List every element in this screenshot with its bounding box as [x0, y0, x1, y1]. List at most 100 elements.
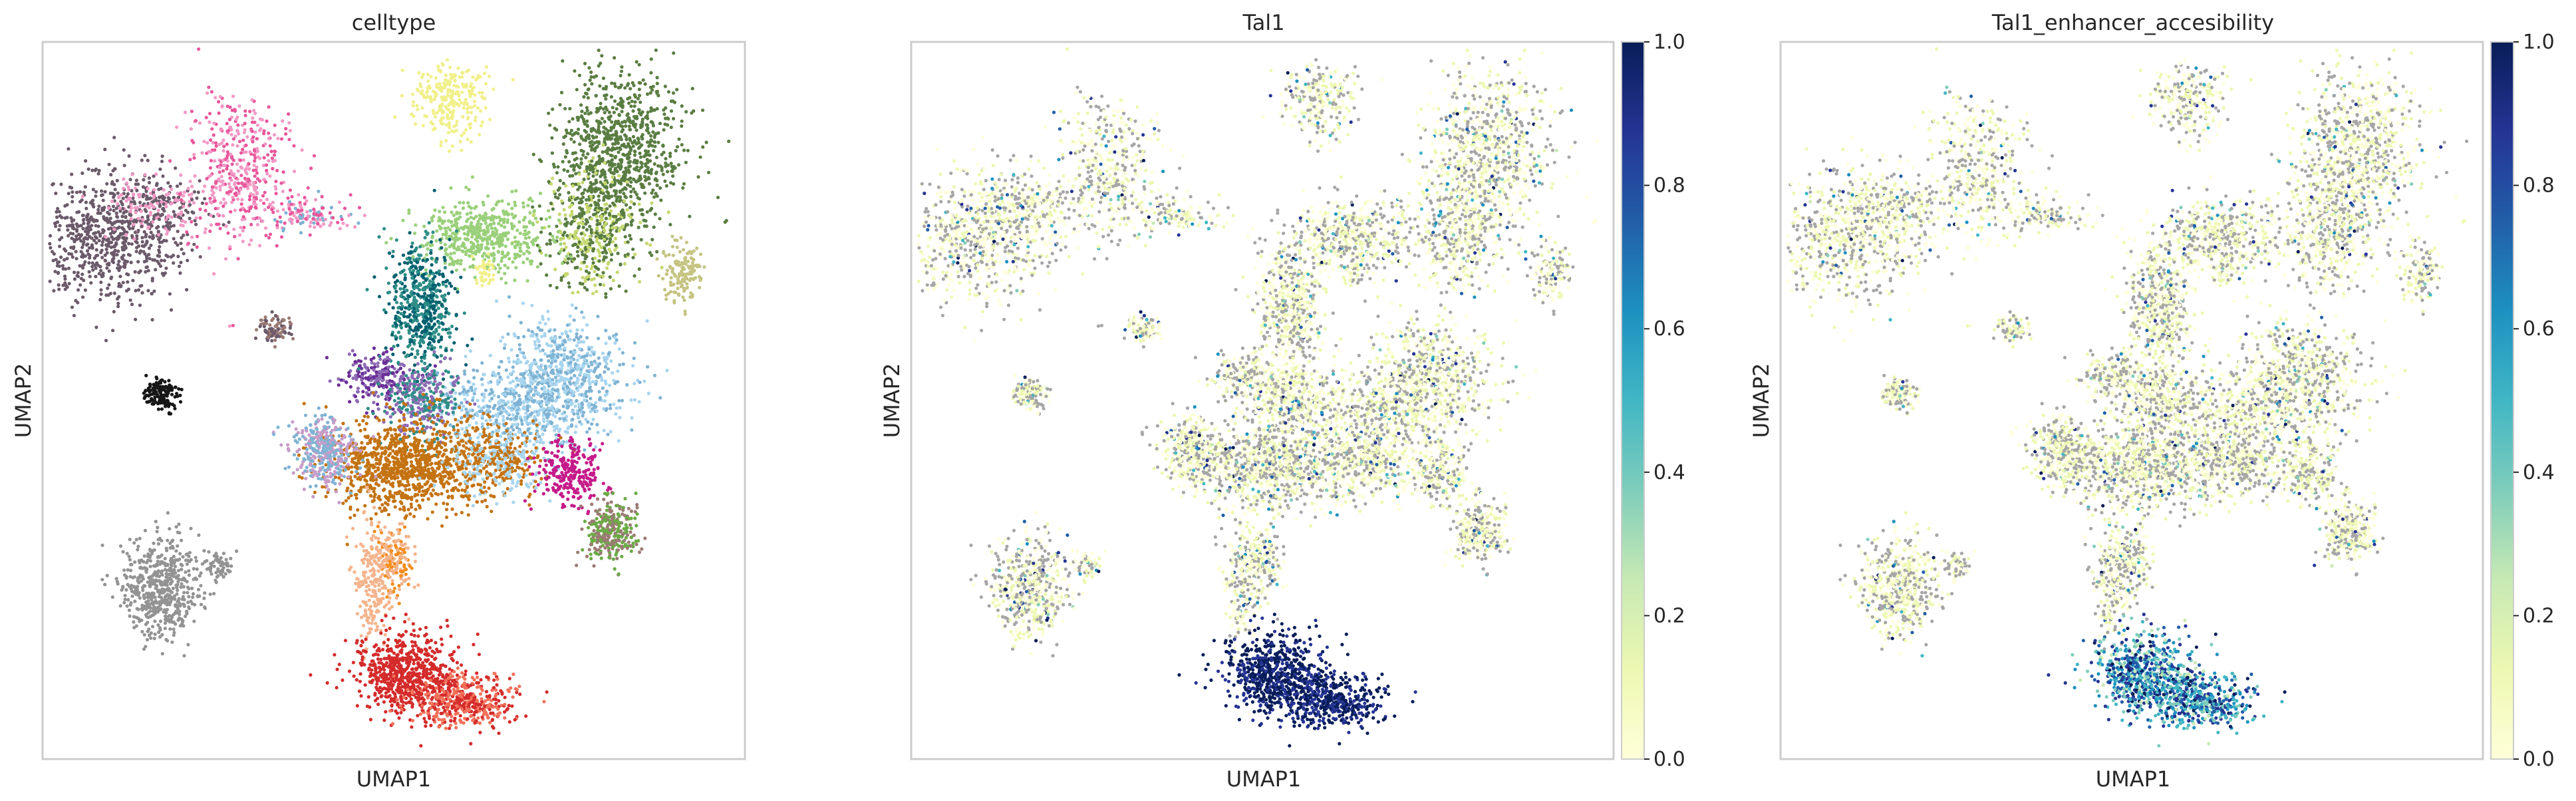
- scatter-point: [72, 313, 76, 317]
- scatter-point: [616, 251, 620, 255]
- scatter-point: [409, 261, 414, 265]
- scatter-point: [508, 381, 512, 385]
- scatter-point: [93, 235, 98, 239]
- scatter-point: [649, 71, 653, 75]
- scatter-point: [428, 279, 432, 283]
- scatter-point: [408, 251, 412, 255]
- scatter-point: [474, 214, 478, 219]
- scatter-point: [429, 240, 434, 244]
- scatter-point: [251, 140, 255, 144]
- scatter-point: [106, 206, 111, 210]
- scatter-point: [600, 54, 604, 58]
- scatter-point: [453, 78, 457, 82]
- scatter-point: [510, 212, 514, 216]
- scatter-point: [597, 154, 601, 158]
- scatter-point: [601, 168, 605, 172]
- scatter-point: [652, 162, 656, 166]
- scatter-point: [160, 160, 164, 164]
- scatter-point: [126, 224, 130, 229]
- scatter-point: [561, 142, 565, 146]
- scatter-point: [126, 273, 130, 277]
- scatter-point: [602, 198, 606, 202]
- scatter-point: [442, 81, 446, 85]
- scatter-point: [81, 295, 85, 299]
- scatter-point: [148, 196, 152, 200]
- scatter-point: [69, 232, 72, 236]
- scatter-point: [535, 265, 540, 269]
- scatter-point: [585, 124, 590, 128]
- scatter-point: [611, 180, 615, 184]
- scatter-point: [580, 109, 584, 113]
- scatter-point: [553, 195, 558, 199]
- scatter-point: [466, 68, 470, 73]
- scatter-point: [194, 118, 198, 123]
- scatter-point: [548, 238, 552, 242]
- scatter-point: [145, 194, 149, 198]
- scatter-point: [613, 82, 617, 86]
- scatter-point: [638, 381, 642, 385]
- scatter-point: [504, 368, 508, 373]
- scatter-point: [447, 124, 452, 128]
- scatter-point: [593, 256, 597, 260]
- scatter-point: [415, 87, 420, 91]
- scatter-point: [114, 211, 118, 216]
- scatter-point: [463, 372, 467, 376]
- scatter-point: [431, 89, 436, 93]
- scatter-point: [225, 129, 229, 133]
- scatter-point: [408, 319, 412, 323]
- scatter-point: [183, 110, 188, 114]
- scatter-point: [506, 400, 510, 404]
- scatter-point: [616, 369, 620, 373]
- scatter-point: [454, 229, 459, 233]
- scatter-point: [200, 201, 204, 205]
- scatter-point: [115, 178, 119, 183]
- scatter-point: [466, 232, 470, 236]
- scatter-point: [143, 172, 147, 177]
- scatter-point: [595, 226, 599, 230]
- scatter-point: [621, 105, 625, 109]
- scatter-point: [570, 220, 574, 224]
- scatter-point: [461, 206, 466, 210]
- scatter-point: [613, 341, 617, 345]
- scatter-point: [57, 264, 62, 268]
- scatter-point: [190, 235, 194, 240]
- scatter-point: [221, 138, 225, 142]
- scatter-point: [459, 262, 463, 266]
- scatter-point: [402, 261, 407, 265]
- scatter-point: [593, 366, 598, 371]
- scatter-point: [533, 360, 537, 365]
- scatter-point: [90, 168, 94, 172]
- scatter-point: [208, 230, 212, 234]
- scatter-point: [623, 262, 627, 266]
- scatter-point: [182, 234, 186, 238]
- scatter-point: [669, 109, 674, 113]
- scatter-point: [515, 243, 519, 247]
- scatter-point: [434, 76, 438, 80]
- scatter-point: [242, 226, 246, 230]
- scatter-point: [396, 330, 401, 335]
- panel-celltype: celltype UMAP1 UMAP2: [11, 10, 746, 792]
- scatter-point: [84, 243, 89, 247]
- scatter-point: [549, 202, 553, 206]
- scatter-point: [104, 247, 108, 251]
- scatter-point: [287, 121, 291, 125]
- scatter-point: [164, 205, 168, 209]
- scatter-point: [240, 198, 244, 202]
- scatter-point: [450, 270, 454, 274]
- scatter-point: [619, 147, 623, 151]
- scatter-point: [468, 126, 472, 130]
- scatter-point: [230, 200, 234, 204]
- scatter-point: [94, 194, 98, 198]
- scatter-point: [221, 223, 225, 227]
- scatter-point: [645, 210, 649, 214]
- scatter-point: [99, 292, 103, 296]
- scatter-point: [243, 128, 247, 132]
- scatter-point: [444, 307, 448, 311]
- scatter-point: [449, 186, 453, 190]
- scatter-point: [632, 160, 636, 164]
- scatter-point: [237, 104, 241, 108]
- scatter-point: [519, 360, 523, 364]
- scatter-point: [643, 379, 646, 383]
- scatter-point: [96, 208, 100, 212]
- scatter-point: [637, 94, 642, 98]
